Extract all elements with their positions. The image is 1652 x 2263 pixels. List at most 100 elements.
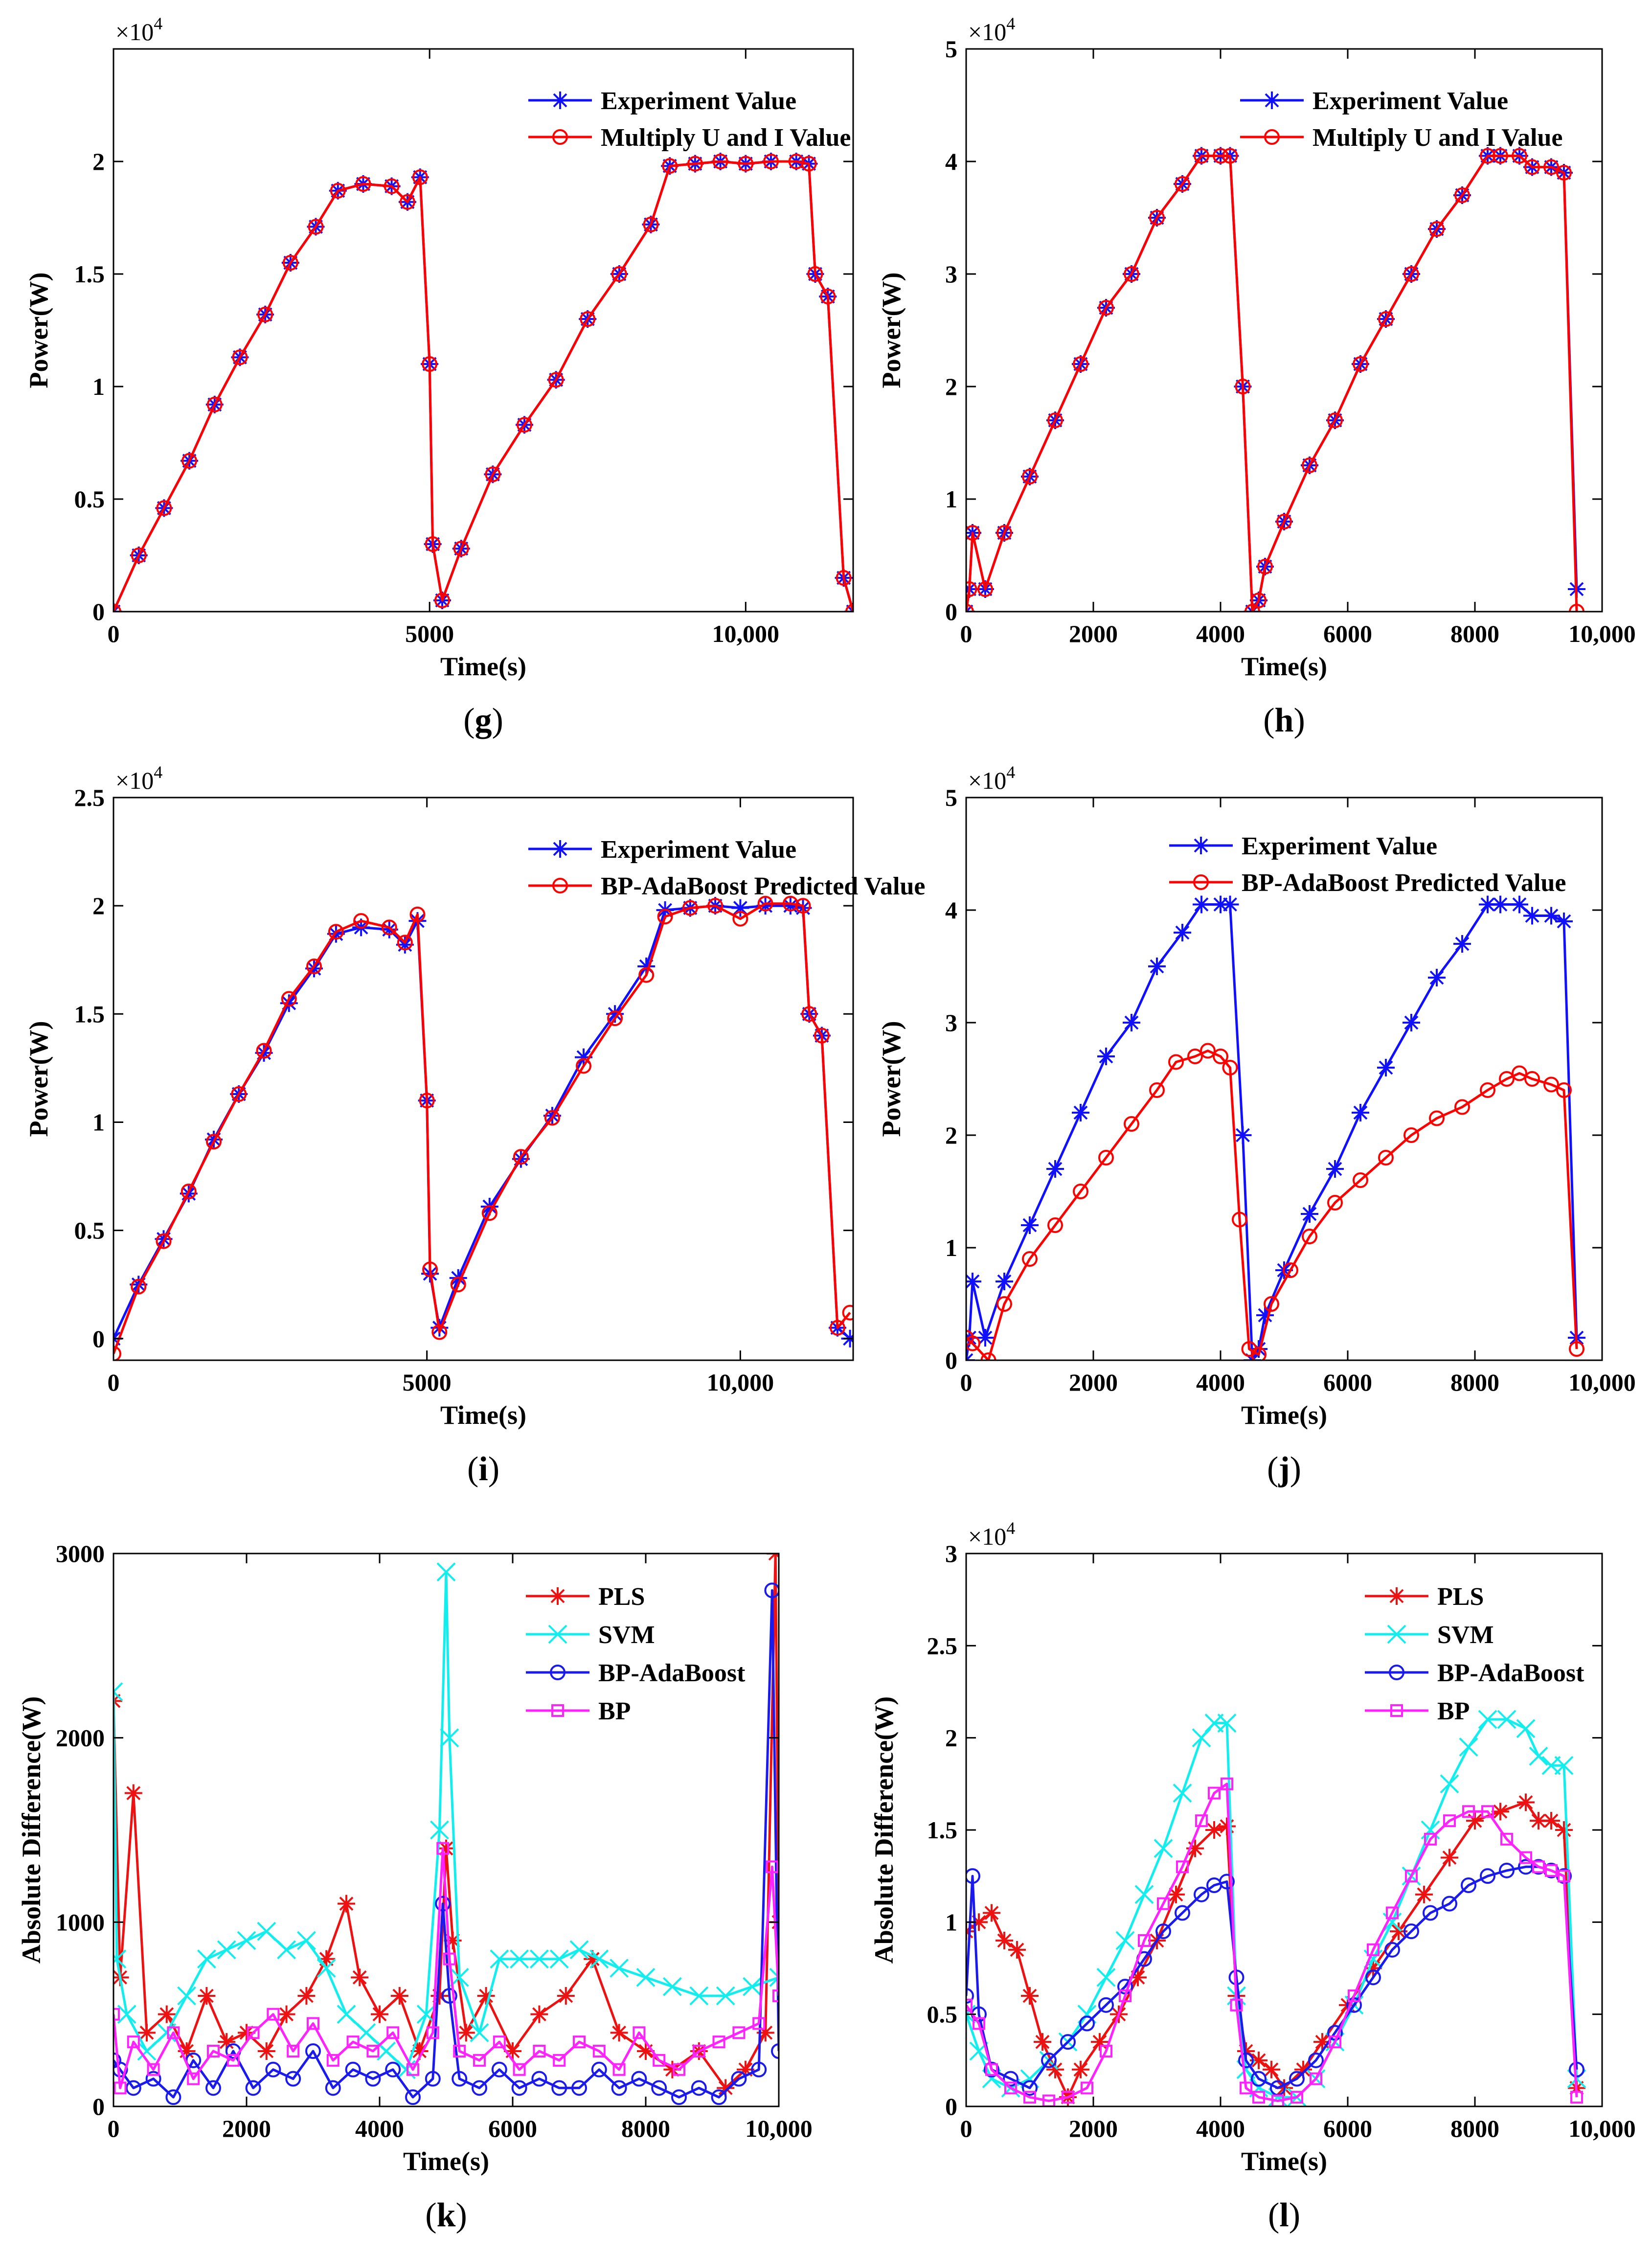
- data-point-i-1-0: [113, 1346, 121, 1360]
- data-point-l-3-8: [1100, 2045, 1112, 2057]
- data-point-l-3-34: [1545, 1864, 1558, 1877]
- data-point-k-1-7: [217, 1940, 236, 1960]
- y-tick-label-k-3: 3000: [56, 1540, 105, 1567]
- data-point-k-3-14: [366, 2045, 380, 2057]
- data-point-k-3-10: [287, 2045, 300, 2057]
- y-tick-label-i-3: 1.5: [74, 1000, 105, 1028]
- legend-label-j-0: Experiment Value: [1242, 832, 1437, 860]
- data-point-i-1-25: [682, 900, 698, 916]
- data-point-i-0-23: [637, 958, 656, 975]
- data-point-j-0-28: [1492, 895, 1509, 914]
- data-point-l-0-1: [970, 1913, 988, 1931]
- x-axis-label-k: Time(s): [403, 2147, 489, 2176]
- data-point-j-0-32: [1555, 913, 1573, 930]
- data-point-h-1-28: [1493, 148, 1508, 164]
- x-tick-label-j-1: 2000: [1069, 1369, 1118, 1396]
- x-tick-label-g-2: 10,000: [712, 620, 780, 647]
- caption-g: (g): [463, 702, 503, 739]
- data-point-k-1-23: [490, 1949, 509, 1969]
- y-tick-label-i-4: 2: [92, 892, 105, 919]
- data-point-g-1-22: [611, 266, 627, 282]
- x-tick-label-k-5: 10,000: [745, 2115, 813, 2142]
- data-point-l-2-5: [1022, 2080, 1038, 2096]
- data-point-k-0-18: [430, 1987, 449, 2005]
- data-point-k-1-22: [470, 2023, 489, 2042]
- legend-label-l-1: SVM: [1437, 1621, 1494, 1649]
- legend-marker-k-3: [551, 1704, 564, 1717]
- data-point-h-1-13: [1213, 148, 1228, 164]
- data-point-k-0-22: [477, 1987, 495, 2005]
- data-point-k-3-8: [247, 2026, 260, 2039]
- data-point-k-0-23: [504, 2042, 521, 2060]
- data-point-h-1-32: [1556, 165, 1572, 181]
- caption-i: (i): [467, 1450, 499, 1488]
- axes-frame-l: [965, 1553, 1603, 2107]
- y-tick-label-l-6: 3: [945, 1540, 957, 1567]
- y-tick-label-h-2: 2: [945, 373, 957, 400]
- y-axis-label-g: Power(W): [24, 273, 53, 389]
- data-point-l-2-4: [1003, 2071, 1018, 2087]
- data-point-i-1-5: [231, 1086, 247, 1102]
- data-point-j-0-13: [1212, 895, 1229, 914]
- data-point-i-0-8: [305, 960, 323, 978]
- data-point-k-1-20: [440, 1728, 459, 1748]
- data-point-i-1-33: [829, 1320, 845, 1336]
- data-point-g-1-27: [738, 156, 754, 172]
- y-tick-label-j-3: 3: [945, 1009, 957, 1036]
- data-point-j-1-19: [1283, 1262, 1298, 1278]
- data-point-k-0-19: [437, 1839, 455, 1857]
- y-axis-label-k: Absolute Difference(W): [17, 1696, 46, 1964]
- data-point-k-2-32: [691, 2080, 707, 2096]
- data-point-k-0-3: [138, 2024, 156, 2042]
- legend-label-k-0: PLS: [598, 1583, 645, 1611]
- data-point-k-1-35: [769, 1967, 779, 1987]
- data-point-l-2-9: [1098, 1997, 1114, 2013]
- data-point-l-3-23: [1348, 1989, 1360, 2002]
- data-point-i-1-17: [450, 1277, 466, 1293]
- data-point-j-1-32: [1556, 1082, 1572, 1098]
- data-point-k-3-36: [766, 1860, 779, 1874]
- data-point-l-0-2: [983, 1904, 1000, 1922]
- data-point-i-1-9: [328, 924, 344, 940]
- x-tick-label-h-5: 10,000: [1568, 620, 1636, 647]
- data-point-g-1-18: [485, 466, 501, 482]
- data-point-l-0-14: [1167, 1885, 1185, 1903]
- data-point-k-2-25: [551, 2080, 567, 2096]
- axes-frame-h: [965, 48, 1603, 613]
- data-point-k-3-20: [453, 2045, 466, 2057]
- data-point-i-1-22: [607, 1010, 623, 1027]
- data-point-l-0-23: [1294, 2060, 1312, 2079]
- data-point-h-1-8: [1098, 300, 1114, 316]
- data-point-k-3-6: [207, 2045, 220, 2057]
- legend-k: PLS SVM BP-AdaBoost BP: [526, 1583, 746, 1725]
- data-point-k-3-28: [612, 2063, 626, 2076]
- data-point-i-1-20: [544, 1110, 560, 1126]
- x-tick-label-i-1: 5000: [403, 1369, 452, 1396]
- data-point-k-2-8: [245, 2080, 261, 2096]
- x-tick-label-l-2: 4000: [1196, 2115, 1245, 2142]
- x-axis-label-i: Time(s): [440, 1400, 526, 1430]
- data-point-j-1-0: [966, 1330, 974, 1346]
- data-point-l-2-14: [1194, 1886, 1209, 1902]
- legend-marker-k-0: [549, 1587, 566, 1605]
- data-point-k-3-4: [167, 2026, 180, 2039]
- data-point-k-2-6: [205, 2080, 221, 2096]
- data-point-k-2-21: [472, 2080, 487, 2096]
- legend-label-l-0: PLS: [1437, 1583, 1484, 1611]
- series-line-h-multiply-u-and-i-value: [966, 155, 1578, 612]
- data-point-h-1-29: [1512, 148, 1527, 164]
- y-axis-label-j: Power(W): [877, 1021, 906, 1137]
- data-point-l-0-21: [1263, 2060, 1280, 2079]
- legend-marker-h-0: [1263, 91, 1281, 109]
- data-point-i-1-3: [181, 1184, 197, 1199]
- data-point-l-3-15: [1221, 1777, 1233, 1790]
- data-point-l-1-29: [1459, 1737, 1478, 1757]
- data-point-k-1-25: [529, 1949, 549, 1969]
- x-tick-label-j-4: 8000: [1450, 1369, 1499, 1396]
- series-line-k-svm: [113, 1571, 779, 2071]
- axes-frame-g: [113, 48, 854, 613]
- data-point-l-3-14: [1208, 1786, 1221, 1800]
- x-tick-label-h-2: 4000: [1196, 620, 1245, 647]
- data-point-l-0-34: [1542, 1812, 1560, 1830]
- data-point-g-1-21: [580, 311, 596, 327]
